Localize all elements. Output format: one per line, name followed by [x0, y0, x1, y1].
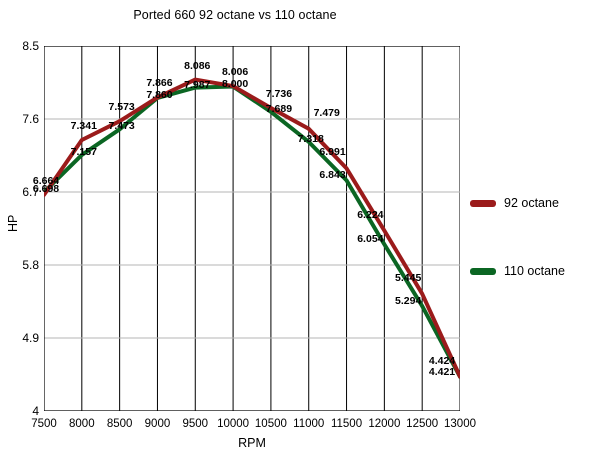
- chart-title: Ported 660 92 octane vs 110 octane: [133, 8, 337, 22]
- legend-label: 110 octane: [504, 264, 565, 278]
- legend-label: 92 octane: [504, 196, 559, 210]
- x-tick-label: 10500: [254, 418, 287, 430]
- y-tick-label: 6.7: [22, 185, 39, 199]
- series-line-110-octane: [44, 84, 460, 379]
- series-line-92-octane: [44, 77, 460, 379]
- legend-color-swatch: [470, 267, 496, 275]
- legend-item[interactable]: 92 octane: [470, 192, 596, 214]
- y-axis-title: HP: [6, 214, 20, 232]
- x-tick-label: 11500: [330, 418, 363, 430]
- y-tick-label: 5.8: [22, 258, 39, 272]
- x-axis-title: RPM: [238, 436, 266, 450]
- x-tick-label: 9500: [182, 418, 209, 430]
- series-lines: [44, 77, 460, 379]
- x-tick-label: 12500: [406, 418, 439, 430]
- y-tick-label: 4: [32, 404, 39, 418]
- y-tick-label: 7.6: [22, 112, 39, 126]
- x-tick-label: 8000: [69, 418, 95, 430]
- chart-legend: 92 octane 110 octane: [470, 192, 596, 328]
- y-tick-label: 8.5: [22, 39, 39, 53]
- x-tick-label: 13000: [444, 418, 476, 430]
- x-tick-label: 11000: [293, 418, 325, 430]
- legend-item[interactable]: 110 octane: [470, 260, 596, 282]
- x-tick-label: 8500: [106, 418, 133, 430]
- x-tick-label: 12000: [368, 418, 401, 430]
- plot-svg: [44, 46, 460, 411]
- x-tick-label: 7500: [31, 418, 57, 430]
- x-tick-label: 10000: [217, 418, 250, 430]
- legend-color-swatch: [470, 199, 496, 207]
- y-tick-label: 4.9: [22, 331, 39, 345]
- x-tick-label: 9000: [144, 418, 171, 430]
- plot-area: 4 4.9 5.8 6.7 7.6 8.5 7500 8000 8500 9000 9500 100…: [22, 39, 476, 430]
